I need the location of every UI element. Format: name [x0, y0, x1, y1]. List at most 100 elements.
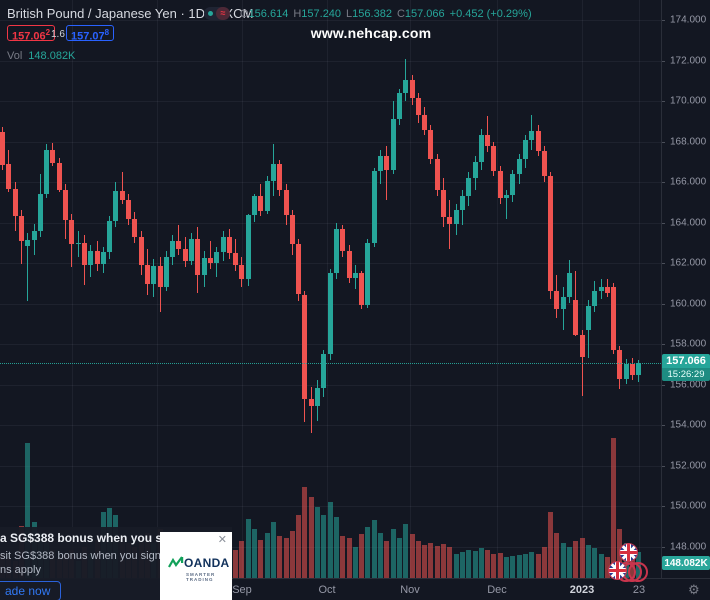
candle-body [466, 177, 472, 197]
time-gridline [242, 0, 243, 578]
candle-body [151, 266, 157, 285]
candle-body [277, 163, 283, 191]
candle-body [403, 79, 409, 93]
close-icon[interactable]: ✕ [217, 534, 227, 546]
candle-body [69, 220, 75, 244]
candle-body [31, 230, 37, 240]
market-status-toggle[interactable]: ≈ [204, 7, 230, 20]
candle-wick [449, 200, 451, 249]
volume-bar [378, 532, 383, 578]
sell-button[interactable]: 157.062 [7, 25, 56, 43]
candle-body [491, 145, 497, 171]
candle-body [138, 236, 144, 266]
price-tick-label: 158.000 [670, 338, 707, 350]
candle-body [239, 265, 245, 280]
candle-body [611, 287, 617, 351]
axis-settings-gear-icon[interactable]: ⚙ [688, 582, 700, 597]
candle-body [12, 189, 18, 217]
candle-body [359, 273, 365, 305]
ask-price-sup: 8 [104, 28, 110, 37]
last-price-line [0, 362, 661, 364]
bar-countdown: 15:26:29 [662, 367, 710, 381]
candle-body [592, 290, 598, 306]
volume-value: 148.082K [28, 50, 76, 62]
price-gridline [0, 465, 661, 467]
ask-price: 157.07 [71, 30, 105, 43]
candle-body [245, 215, 251, 280]
time-tick-label: Nov [400, 584, 420, 596]
candle-body [384, 155, 390, 170]
price-tick-label: 156.000 [670, 379, 707, 390]
market-open-dot-icon [208, 11, 213, 16]
volume-bar [554, 532, 560, 578]
bid-price: 157.06 [12, 30, 46, 43]
price-tick-mark [662, 425, 665, 426]
price-axis[interactable]: 174.000 172.000 170.000 168.000 166.000 164.0… [661, 0, 710, 578]
volume-bar [592, 548, 598, 578]
promo-terms: ns apply [0, 564, 41, 576]
bid-price-sup: 2 [45, 28, 51, 37]
volume-bar [352, 546, 358, 578]
candle-body [504, 195, 509, 199]
candle-body [541, 150, 547, 176]
oanda-wordmark: OANDA [184, 556, 230, 570]
price-tick-mark [662, 182, 665, 183]
time-gridline [72, 0, 73, 578]
volume-bar [315, 507, 320, 578]
price-gridline [0, 222, 661, 224]
candle-body [107, 221, 113, 252]
volume-bar [548, 511, 554, 578]
volume-bar [371, 520, 377, 578]
trade-now-button[interactable]: ade now [0, 581, 62, 600]
time-gridline [582, 0, 583, 578]
time-gridline [497, 0, 498, 578]
close-label: C [396, 8, 405, 20]
candle-wick [310, 386, 312, 434]
candle-body [459, 196, 465, 211]
price-tick-label: 168.000 [670, 136, 707, 147]
candle-body [63, 190, 68, 221]
chart-area[interactable] [0, 0, 661, 578]
volume-bar [403, 523, 409, 578]
volume-bar [478, 548, 484, 578]
price-tick-mark [662, 344, 665, 345]
wave-icon: ≈ [216, 7, 230, 20]
candle-body [201, 257, 207, 276]
volume-bar [258, 539, 264, 578]
price-tick-mark [662, 141, 665, 143]
spread-value: 1.6 [51, 29, 65, 40]
time-tick-label: 23 [632, 584, 646, 596]
last-price-value: 157.066 [662, 353, 710, 368]
candle-body [617, 350, 623, 380]
promo-subtext: sit SG$388 bonus when you sign up. [0, 550, 180, 562]
price-gridline [0, 263, 661, 264]
candle-body [340, 228, 346, 251]
volume-bar [289, 530, 295, 578]
ohlc-readout: O156.614 H157.240 L156.382 C157.066 +0.452 (… [240, 8, 532, 20]
volume-bar [604, 557, 610, 578]
time-tick-label: 2023 [569, 584, 595, 596]
low-value: 156.382 [352, 8, 392, 20]
buy-button[interactable]: 157.078 [66, 25, 115, 43]
volume-bar [277, 536, 283, 578]
volume-bar [466, 550, 472, 578]
change-value: +0.452 (+0.29%) [449, 8, 532, 20]
volume-bar [560, 543, 566, 578]
candle-body [478, 135, 484, 162]
volume-bar [491, 553, 497, 578]
candle-body [100, 251, 106, 264]
price-tick-label: 172.000 [670, 55, 707, 66]
candle-body [554, 291, 560, 309]
candle-body [567, 273, 572, 298]
close-value: 157.066 [404, 8, 445, 20]
candle-body [126, 200, 131, 220]
candle-body [233, 252, 239, 266]
volume-bar [346, 537, 352, 578]
candle-body [333, 228, 339, 274]
price-gridline [0, 101, 661, 102]
symbol-title[interactable]: British Pound / Japanese Yen · 1D · FXCM [7, 6, 254, 21]
time-gridline [410, 0, 411, 578]
candle-body [56, 162, 62, 191]
candle-wick [27, 232, 29, 302]
